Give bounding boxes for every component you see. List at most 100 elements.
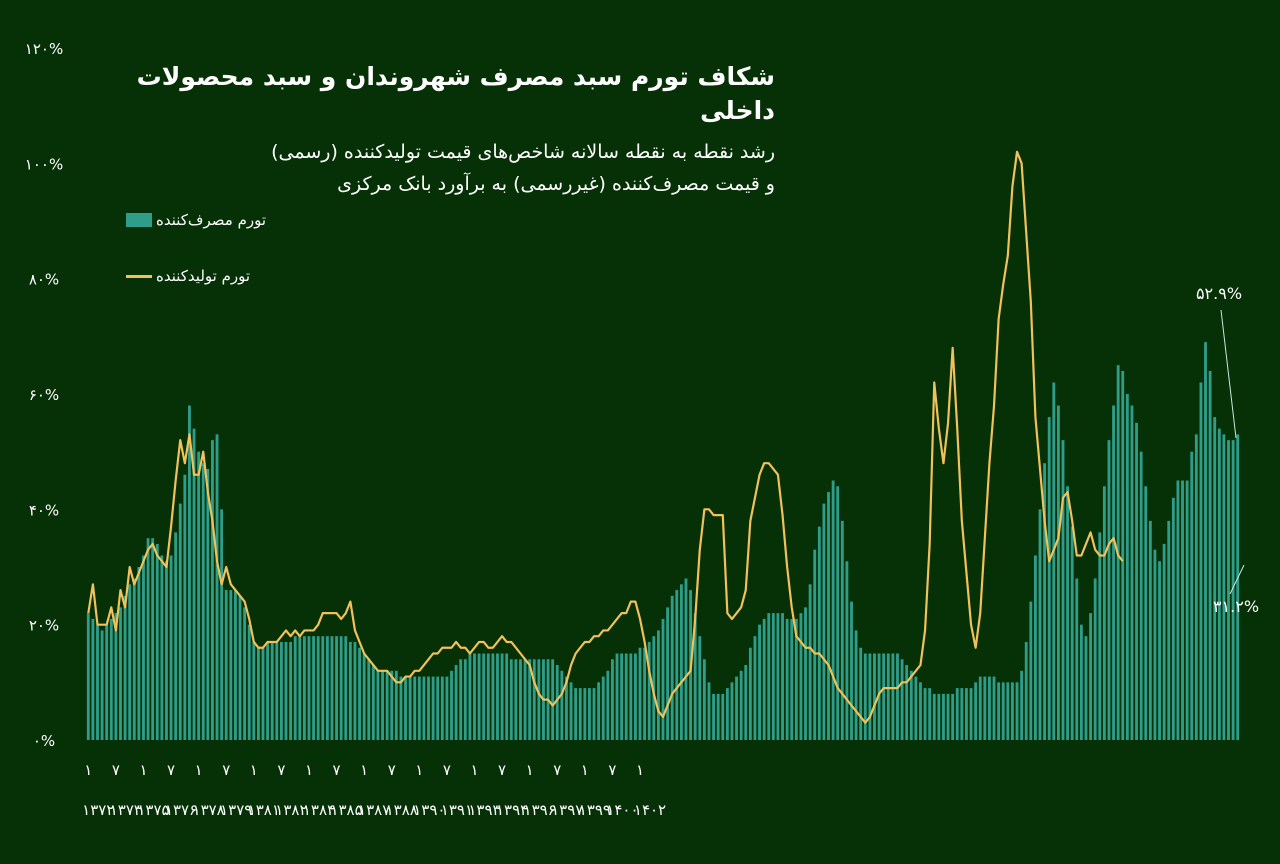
chart-subtitle-line-1: رشد نقطه به نقطه سالانه شاخص‌های قیمت تو… (271, 141, 775, 163)
consumer-bar (629, 653, 633, 740)
legend-line-swatch (126, 274, 152, 278)
consumer-bar (946, 693, 950, 740)
consumer-bar (266, 641, 270, 740)
consumer-bar (578, 688, 582, 740)
x-tick-month: ۷ (222, 761, 230, 779)
consumer-bar (367, 659, 371, 740)
consumer-bar (514, 659, 518, 740)
consumer-bar (905, 665, 909, 740)
consumer-bar (850, 601, 853, 740)
consumer-bar (1079, 624, 1083, 740)
x-tick-year: ۱۳۷۵ (137, 801, 169, 819)
consumer-bar (302, 636, 306, 740)
x-tick-year: ۱۳۷۶ (165, 801, 197, 819)
consumer-bar (1181, 480, 1184, 740)
consumer-bar (165, 561, 168, 740)
consumer-bar (1144, 486, 1148, 740)
consumer-bar (624, 653, 628, 740)
consumer-bar (505, 653, 509, 740)
consumer-bar (1236, 434, 1240, 740)
consumer-bar (1015, 682, 1019, 740)
consumer-bar (1070, 526, 1074, 740)
consumer-bar (1208, 370, 1212, 740)
consumer-bar (1194, 434, 1198, 740)
consumer-bar (376, 670, 380, 740)
consumer-bar (960, 688, 964, 740)
consumer-bar (684, 578, 688, 740)
consumer-annotation-leader (1220, 309, 1237, 439)
consumer-bar (1056, 405, 1060, 740)
consumer-bar (137, 567, 141, 740)
consumer-bar (1162, 543, 1166, 740)
legend-label-producer: تورم تولیدکننده (156, 267, 251, 285)
consumer-bar (721, 693, 725, 740)
consumer-bar (661, 618, 665, 740)
consumer-bar (528, 659, 532, 740)
consumer-bar (969, 688, 973, 740)
x-tick-month: ۱ (195, 761, 203, 779)
consumer-bar (496, 653, 499, 740)
consumer-bar (1190, 451, 1194, 740)
consumer-bar (1066, 486, 1070, 740)
consumer-bar (592, 688, 596, 740)
producer-series-line (87, 150, 1124, 724)
consumer-bar (560, 670, 564, 740)
x-tick-month: ۱ (526, 761, 534, 779)
consumer-bar (109, 618, 113, 740)
consumer-bar (1199, 382, 1203, 740)
x-tick-month: ۷ (443, 761, 451, 779)
consumer-bar (1227, 440, 1230, 740)
consumer-bar (256, 647, 260, 740)
consumer-bar (702, 659, 706, 740)
consumer-bar (371, 665, 375, 740)
consumer-bar (891, 653, 895, 740)
consumer-bar (997, 682, 1001, 740)
consumer-bar (873, 653, 876, 740)
x-tick-month: ۷ (553, 761, 561, 779)
legend-bar-swatch (126, 213, 152, 227)
consumer-bar (808, 584, 812, 740)
consumer-bar (753, 636, 757, 740)
consumer-bar (174, 532, 178, 740)
consumer-bar (555, 665, 559, 740)
x-tick-month: ۱ (581, 761, 589, 779)
consumer-bar (532, 659, 536, 740)
consumer-bar (155, 543, 159, 740)
consumer-bar (119, 607, 122, 740)
title-block: شکاف تورم سبد مصرف شهروندان و سبد محصولا… (110, 60, 775, 200)
consumer-bar (611, 659, 614, 740)
consumer-bar (229, 590, 233, 740)
producer-series-line-group (87, 150, 1124, 724)
consumer-bar (771, 613, 775, 740)
consumer-bar (551, 659, 555, 740)
consumer-bar (1052, 382, 1056, 740)
consumer-bar (882, 653, 886, 740)
consumer-bar (1084, 636, 1088, 740)
consumer-bar (284, 641, 288, 740)
consumer-bar (321, 636, 325, 740)
consumer-bar (840, 520, 844, 740)
consumer-bar (707, 682, 711, 740)
legend-item-producer: تورم تولیدکننده (126, 264, 250, 288)
x-tick-month: ۷ (388, 761, 396, 779)
x-tick-year: ۱۳۸۴ (303, 801, 335, 819)
y-tick-label: ۸۰% (29, 271, 59, 289)
consumer-bar (1001, 682, 1005, 740)
consumer-bar (178, 503, 182, 740)
consumer-bar (404, 676, 407, 740)
consumer-bar (1020, 670, 1024, 740)
consumer-bar (606, 670, 610, 740)
consumer-bar (597, 682, 601, 740)
consumer-bar (1153, 549, 1157, 740)
consumer-bar (339, 636, 343, 740)
x-tick-month: ۱ (470, 761, 478, 779)
consumer-bar (974, 682, 978, 740)
consumer-bar (1167, 520, 1171, 740)
consumer-bar (1130, 405, 1134, 740)
x-tick-month: ۷ (112, 761, 120, 779)
consumer-bar (1217, 428, 1221, 740)
consumer-bar (523, 659, 527, 740)
consumer-bar (932, 693, 936, 740)
consumer-bar (666, 607, 670, 740)
